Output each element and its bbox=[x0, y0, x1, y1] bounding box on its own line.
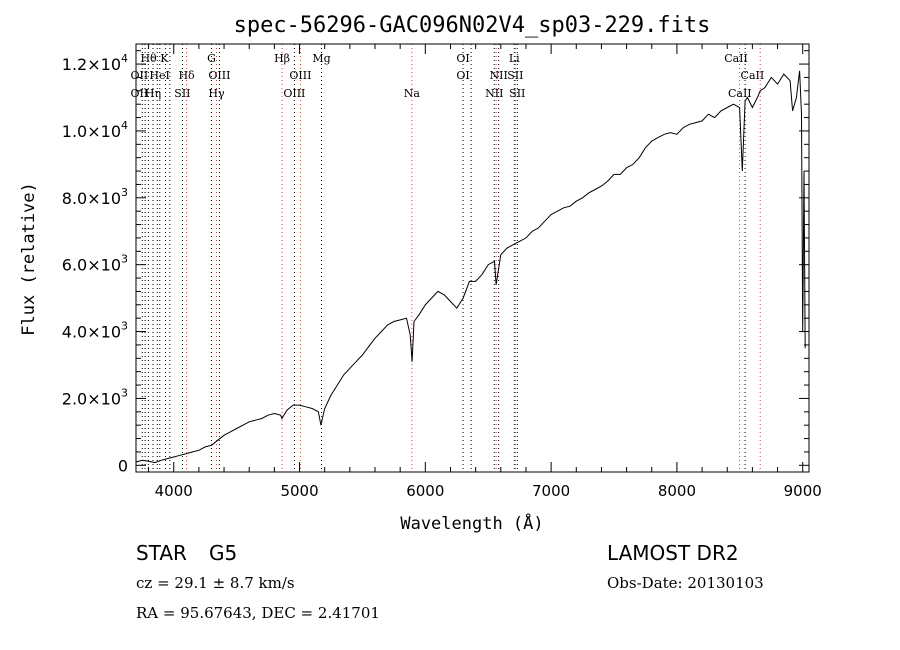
line-annotation: Mg bbox=[312, 52, 330, 65]
spectrum-line bbox=[135, 70, 806, 464]
line-annotation: Na bbox=[404, 87, 421, 100]
y-tick-label: 8.0×103 bbox=[62, 186, 128, 208]
x-tick-label: 8000 bbox=[658, 482, 696, 500]
y-tick-mantissa: 6.0×10 bbox=[62, 256, 121, 275]
line-annotation: HeI bbox=[149, 69, 169, 82]
y-tick-mantissa: 1.0×10 bbox=[62, 122, 121, 141]
y-tick-mantissa: 8.0×10 bbox=[62, 189, 121, 208]
y-tick-exponent: 3 bbox=[121, 386, 128, 399]
line-annotation: OIII bbox=[283, 87, 305, 100]
line-annotation: SII bbox=[507, 69, 523, 82]
object-class: STAR bbox=[136, 541, 187, 565]
line-annotation: CaII bbox=[741, 69, 765, 82]
y-axis: 02.0×1034.0×1036.0×1038.0×1031.0×1041.2×… bbox=[62, 50, 809, 475]
obs-date-text: Obs-Date: 20130103 bbox=[607, 574, 764, 592]
line-annotation: NII bbox=[485, 87, 503, 100]
x-axis: 4000 5000 6000 7000 8000 9000 bbox=[148, 44, 822, 500]
x-tick-label: 5000 bbox=[280, 482, 318, 500]
y-tick-mantissa: 2.0×10 bbox=[62, 389, 121, 408]
line-annotation: OIII bbox=[208, 69, 230, 82]
y-tick-mantissa: 1.2×10 bbox=[62, 55, 121, 74]
line-annotation: OI bbox=[456, 69, 469, 82]
y-tick-label: 1.2×104 bbox=[62, 52, 128, 74]
y-tick-exponent: 4 bbox=[121, 52, 128, 65]
y-axis-label: Flux (relative) bbox=[19, 182, 39, 336]
line-annotation: OI bbox=[456, 52, 469, 65]
line-annotation: Li bbox=[509, 52, 520, 65]
y-tick-label: 4.0×103 bbox=[62, 320, 128, 342]
y-tick-label: 2.0×103 bbox=[62, 386, 128, 408]
y-tick-label: 6.0×103 bbox=[62, 253, 128, 275]
x-tick-label: 4000 bbox=[155, 482, 193, 500]
redshift-text: cz = 29.1 ± 8.7 km/s bbox=[136, 574, 295, 592]
y-tick-exponent: 4 bbox=[121, 119, 128, 132]
y-tick-exponent: 3 bbox=[121, 320, 128, 333]
x-tick-label: 6000 bbox=[406, 482, 444, 500]
y-tick-exponent: 3 bbox=[121, 186, 128, 199]
line-annotation: SII bbox=[509, 87, 525, 100]
line-annotation: Hδ bbox=[178, 69, 195, 82]
coordinates-text: RA = 95.67643, DEC = 2.41701 bbox=[136, 604, 380, 622]
line-annotation: CaII bbox=[728, 87, 752, 100]
line-annotation: NII bbox=[490, 69, 508, 82]
reference-lines bbox=[141, 44, 761, 472]
x-tick-label: 7000 bbox=[532, 482, 570, 500]
line-annotation: Hθ bbox=[140, 52, 157, 65]
y-tick-label: 1.0×104 bbox=[62, 119, 128, 141]
y-tick-exponent: 3 bbox=[121, 253, 128, 266]
line-annotation: OIII bbox=[289, 69, 311, 82]
line-annotation: OII bbox=[131, 87, 149, 100]
line-annotation: Hγ bbox=[208, 87, 225, 100]
survey-name: LAMOST DR2 bbox=[607, 541, 739, 565]
y-tick-label: 0 bbox=[118, 456, 128, 475]
line-annotation: G bbox=[207, 52, 216, 65]
line-annotation: SII bbox=[174, 87, 190, 100]
x-tick-label: 9000 bbox=[784, 482, 822, 500]
line-annotation: K bbox=[160, 52, 169, 65]
line-annotation: Hη bbox=[145, 87, 161, 100]
object-subclass: G5 bbox=[209, 541, 238, 565]
x-axis-label: Wavelength (Å) bbox=[400, 512, 543, 534]
line-annotation: CaII bbox=[724, 52, 748, 65]
line-annotation: Hβ bbox=[274, 52, 290, 65]
y-tick-mantissa: 4.0×10 bbox=[62, 323, 121, 342]
line-annotation: OII bbox=[131, 69, 149, 82]
plot-frame bbox=[135, 43, 810, 473]
chart-title: spec-56296-GAC096N02V4_sp03-229.fits bbox=[234, 13, 711, 38]
y-tick-mantissa: 0 bbox=[118, 456, 128, 475]
